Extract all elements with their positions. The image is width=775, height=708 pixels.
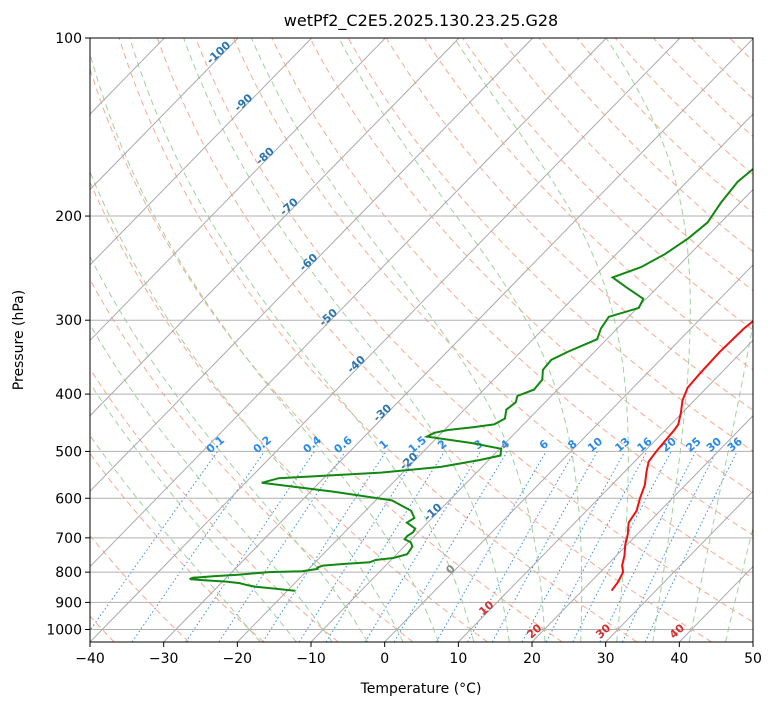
moist-adiabat-line [183,38,510,642]
y-tick-label: 700 [55,531,82,547]
y-axis-title: Pressure (hPa) [11,290,27,390]
dry-adiabat-line [156,38,712,642]
mixing-ratio-line [521,451,626,642]
isotherm-line [384,264,753,642]
dry-adiabat-line [423,38,753,371]
moist-adiabat-line [338,38,583,642]
moist-adiabat-line [90,323,333,642]
y-tick-label: 900 [55,595,82,611]
y-tick-label: 600 [55,491,82,507]
mixing-ratio-line [435,451,547,642]
y-axis: 100 200 300 400 500 600 700 800 900 1000 [46,31,90,638]
moist-adiabat-line [90,382,297,642]
mixing-ratio-line [262,451,387,642]
dry-adiabat-line [271,38,753,536]
x-axis: −40 −30 −20 −10 0 10 20 30 40 50 [75,642,762,667]
plot-frame [89,37,754,643]
dry-adiabat-line [233,38,753,579]
dry-adiabat-line [614,38,753,176]
mixing-ratio-line [644,451,738,642]
pressure-gridlines [90,38,753,630]
dry-adiabat-line [118,38,638,642]
isotherm-line [90,38,607,568]
isotherm-line [90,38,534,492]
dry-adiabats [90,38,753,642]
x-tick-label: 50 [744,651,762,667]
isotherm-line [236,113,753,642]
isotherm-line [90,38,460,417]
y-tick-label: 100 [55,31,82,47]
mixing-ratio-line [298,451,421,642]
y-tick-label: 400 [55,387,82,403]
isotherm-line [531,415,753,642]
temperature-series-line [610,319,753,592]
y-tick-label: 500 [55,444,82,460]
mixing-ratio-line [491,451,598,642]
profiles [189,167,753,592]
mixing-ratio-line [621,451,717,642]
dry-adiabat-line [462,38,753,331]
x-tick-label: −30 [149,651,179,667]
x-tick-label: 30 [597,651,615,667]
moist-adiabats [90,38,753,642]
moist-adiabat-line [90,170,404,642]
dry-adiabat-line [500,38,753,292]
moist-adiabat-line [90,434,261,642]
mixing-ratio-lines [90,451,738,642]
isotherm-line [457,339,753,642]
isotherm-line [90,38,239,191]
y-tick-label: 200 [55,209,82,225]
mixing-ratio-line [325,451,445,642]
moist-adiabat-line [605,38,691,642]
x-tick-label: 10 [449,651,467,667]
moist-adiabat-line [725,526,753,642]
background-lines [90,38,753,642]
isotherm-line [90,38,681,642]
isotherm-line [163,38,753,642]
moist-adiabat-line [129,38,475,642]
mixing-ratio-line [364,451,482,642]
moist-adiabat-line [453,38,629,642]
x-tick-label: −20 [223,651,253,667]
dry-adiabat-line [576,38,753,214]
dry-adiabat-line [90,181,488,642]
mixing-ratio-line [467,451,576,642]
isotherm-line [90,38,313,266]
moist-adiabat-line [90,51,439,642]
x-tick-label: 0 [380,651,389,667]
moist-adiabat-line [250,38,546,642]
x-tick-label: −10 [296,651,326,667]
dewpoint-series-line [189,167,753,592]
dry-adiabat-line [90,67,563,642]
x-tick-label: 40 [670,651,688,667]
dry-adiabat-line [90,452,264,642]
mixing-ratio-line [131,451,265,642]
x-axis-title: Temperature (°C) [360,681,482,697]
y-tick-label: 300 [55,313,82,329]
x-tick-label: 20 [523,651,541,667]
y-tick-label: 800 [55,565,82,581]
mixing-ratio-line [90,451,219,632]
isotherm-line [605,490,753,642]
moist-adiabat-line [90,255,369,642]
dry-adiabat-line [309,38,753,494]
y-tick-label: 1000 [46,622,82,638]
moist-adiabat-line [688,321,753,642]
dry-adiabat-line [385,38,753,411]
chart-title: wetPf2_C2E5.2025.130.23.25.G28 [284,11,558,31]
x-tick-label: −40 [75,651,105,667]
